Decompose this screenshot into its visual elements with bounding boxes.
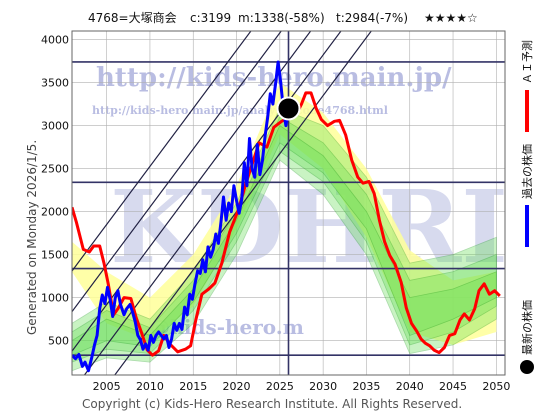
x-tick-label: 2020	[223, 380, 251, 393]
y-tick-label: 2000	[41, 206, 69, 219]
watermark-logo: KDHRI	[110, 168, 508, 286]
y-tick-label: 500	[48, 335, 69, 348]
latest-price-dot	[276, 96, 301, 121]
y-tick-label: 3500	[41, 77, 69, 90]
trend-channel-line	[72, 31, 282, 313]
yellow-forecast-band	[72, 82, 497, 345]
plot-content: http://kids-hero.main.jp/http://kids-her…	[72, 31, 508, 375]
plot-area: http://kids-hero.main.jp/http://kids-her…	[41, 30, 510, 393]
legend-label: 最新の株価	[520, 300, 534, 355]
y-tick-label: 3000	[41, 120, 69, 133]
legend-label: 過去の株価	[520, 144, 534, 199]
y-tick-label: 1000	[41, 292, 69, 305]
chart-header: 4768=大塚商会 c:3199 m:1338(-58%) t:2984(-7%…	[88, 10, 478, 25]
header-current: c:3199	[190, 11, 231, 25]
header-target: t:2984(-7%)	[336, 11, 408, 25]
legend-label: ＡＩ予測	[520, 40, 534, 84]
plot-frame	[71, 30, 506, 376]
trend-channel-line	[72, 31, 252, 272]
trend-channel-line	[72, 31, 312, 353]
x-tick-label: 2025	[266, 380, 294, 393]
y-tick-label: 1500	[41, 249, 69, 262]
header-max: m:1338(-58%)	[238, 11, 325, 25]
x-tick-label: 2050	[482, 380, 510, 393]
copyright-footer: Copyright (c) Kids-Hero Research Institu…	[82, 397, 462, 411]
historical-price-line	[72, 60, 290, 373]
x-tick-label: 2005	[93, 380, 121, 393]
y-tick-label: 2500	[41, 163, 69, 176]
watermark-url-sub: http://kids-hero.main.jp/analysis/code47…	[92, 104, 388, 117]
header-code-name: 4768=大塚商会	[88, 10, 177, 25]
legend-swatch-dot	[520, 360, 534, 374]
trend-channel-line	[83, 31, 342, 375]
header-stars: ★★★★☆	[424, 11, 478, 25]
generated-date-label: Generated on Monday 2026/1/5.	[25, 140, 39, 335]
forecast-band	[72, 107, 497, 372]
ai-forecast-line	[72, 91, 501, 357]
x-tick-label: 2035	[352, 380, 380, 393]
x-tick-label: 2040	[396, 380, 424, 393]
x-tick-label: 2015	[179, 380, 207, 393]
trend-channel-line	[114, 31, 373, 375]
y-tick-label: 4000	[41, 34, 69, 47]
x-tick-label: 2030	[309, 380, 337, 393]
x-tick-label: 2010	[136, 380, 164, 393]
forecast-band	[72, 124, 497, 356]
x-tick-label: 2045	[439, 380, 467, 393]
